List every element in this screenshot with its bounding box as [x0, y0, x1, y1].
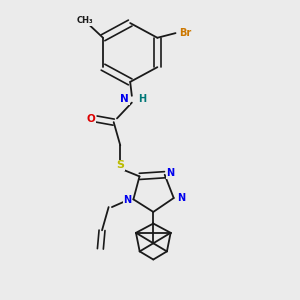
Text: S: S: [116, 160, 124, 170]
Text: N: N: [167, 168, 175, 178]
Text: O: O: [87, 114, 96, 124]
Text: N: N: [177, 193, 185, 203]
Text: H: H: [138, 94, 146, 104]
Text: N: N: [120, 94, 129, 104]
Text: Br: Br: [178, 28, 191, 38]
Text: N: N: [123, 195, 131, 205]
Text: CH₃: CH₃: [76, 16, 93, 25]
